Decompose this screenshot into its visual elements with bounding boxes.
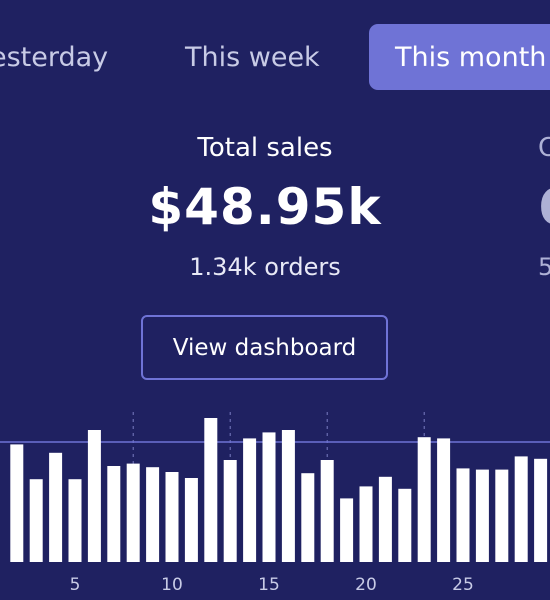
x-tick-label: 15 [258, 575, 280, 595]
secondary-stat-value: 6 [538, 178, 550, 236]
bar-day-4 [49, 452, 63, 562]
total-sales-value: $48.95k [148, 178, 382, 236]
bar-day-2 [10, 444, 24, 562]
chart-x-axis: 5 10 15 20 25 [70, 575, 474, 595]
bar-day-14 [243, 438, 257, 562]
bar-day-17 [301, 473, 315, 562]
secondary-stat-label: C [538, 133, 550, 163]
bar-day-13 [223, 460, 237, 562]
bar-day-18 [320, 460, 334, 562]
chart-bars [10, 418, 548, 562]
bar-day-28 [514, 456, 528, 562]
secondary-stat-sub: 5 [538, 253, 550, 281]
daily-sales-bar-chart: 5 10 15 20 25 [0, 412, 550, 595]
bar-day-5 [68, 479, 82, 562]
bar-day-15 [262, 432, 276, 562]
bar-day-19 [340, 498, 354, 562]
view-dashboard-button[interactable]: View dashboard [141, 315, 388, 380]
x-tick-label: 20 [355, 575, 377, 595]
bar-day-10 [165, 472, 179, 562]
tab-this-month[interactable]: This month [369, 24, 550, 90]
bar-day-7 [107, 466, 121, 562]
bar-day-20 [359, 486, 373, 562]
bar-day-12 [204, 418, 218, 562]
total-sales-label: Total sales [197, 133, 333, 163]
bar-day-11 [184, 478, 198, 562]
bar-day-29 [534, 458, 548, 562]
bar-day-26 [475, 469, 489, 562]
bar-day-6 [87, 430, 101, 562]
bar-day-8 [126, 463, 140, 562]
bar-day-27 [495, 469, 509, 562]
bar-day-22 [398, 488, 412, 562]
bar-day-16 [281, 430, 295, 562]
bar-day-9 [146, 467, 160, 562]
tab-this-week[interactable]: This week [185, 41, 320, 73]
x-tick-label: 5 [70, 575, 81, 595]
bar-day-25 [456, 468, 470, 562]
bar-day-21 [378, 476, 392, 562]
bar-day-3 [29, 479, 43, 562]
x-tick-label: 10 [161, 575, 183, 595]
tab-yesterday[interactable]: esterday [0, 41, 109, 73]
bar-day-23 [417, 437, 431, 562]
bar-day-24 [437, 438, 451, 562]
orders-count: 1.34k orders [189, 253, 341, 281]
x-tick-label: 25 [452, 575, 474, 595]
